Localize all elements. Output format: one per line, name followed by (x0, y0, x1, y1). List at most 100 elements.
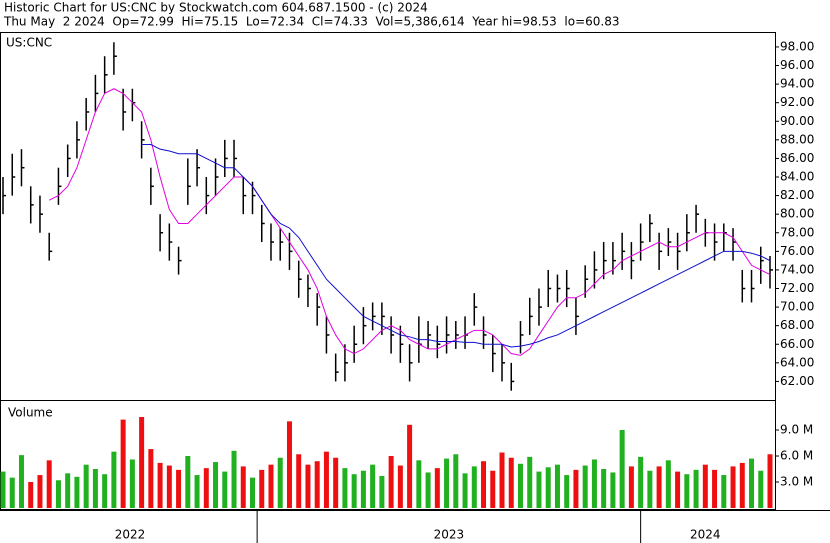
volume-bar (388, 456, 394, 508)
volume-bar (333, 457, 339, 508)
volume-bar (194, 475, 200, 508)
volume-bar (37, 475, 43, 508)
volume-bar (92, 469, 98, 508)
chart-title: Historic Chart for US:CNC by Stockwatch.… (4, 1, 428, 15)
volume-bar (638, 456, 644, 508)
volume-bar (582, 465, 588, 508)
volume-tick-label: 3.0 M (780, 475, 813, 489)
volume-bar (111, 451, 117, 508)
y-tick-label: 84.00 (780, 170, 814, 184)
moving-average (141, 143, 771, 348)
volume-bar (536, 471, 542, 508)
volume-bar (554, 464, 560, 508)
volume-bar (176, 469, 182, 508)
volume-bar (453, 454, 459, 508)
volume-bar (721, 475, 727, 508)
volume-bar (471, 466, 477, 508)
volume-bar (527, 456, 533, 508)
volume-bar (277, 457, 283, 508)
volume-bar (18, 455, 24, 508)
volume-bar (74, 476, 80, 508)
y-tick-label: 86.00 (780, 151, 814, 165)
volume-bar (250, 477, 256, 508)
volume-label: Volume (8, 406, 53, 420)
volume-bar (517, 463, 523, 508)
volume-bar (360, 470, 366, 508)
volume-bar (259, 469, 265, 508)
volume-bar (767, 454, 773, 508)
volume-bar (342, 468, 348, 508)
year-label: 2022 (115, 528, 146, 542)
y-tick-label: 92.00 (780, 95, 814, 109)
volume-bar (434, 468, 440, 508)
volume-bar (647, 470, 653, 508)
volume-bar (120, 419, 126, 508)
volume-bar (305, 464, 311, 508)
volume-bar (231, 450, 237, 508)
y-tick-label: 96.00 (780, 58, 814, 72)
y-tick-label: 82.00 (780, 188, 814, 202)
y-tick-label: 76.00 (780, 244, 814, 258)
volume-tick-label: 9.0 M (780, 423, 813, 437)
volume-tick-label: 6.0 M (780, 449, 813, 463)
volume-bar (185, 456, 191, 508)
year-label: 2024 (690, 528, 721, 542)
volume-bar (46, 460, 52, 508)
volume-bar (397, 465, 403, 508)
volume-bar (102, 474, 108, 508)
year-label: 2023 (434, 528, 465, 542)
y-tick-label: 62.00 (780, 374, 814, 388)
y-tick-label: 80.00 (780, 207, 814, 221)
plot-frame (0, 32, 776, 510)
volume-bar (758, 470, 764, 508)
volume-bar (129, 459, 135, 508)
volume-bar (28, 482, 34, 508)
volume-bar (675, 471, 681, 508)
volume-bar (314, 461, 320, 508)
volume-bar (55, 480, 61, 508)
volume-bar (665, 460, 671, 508)
volume-bar (9, 477, 15, 508)
volume-bar (684, 474, 690, 508)
volume-bar (65, 473, 71, 508)
y-tick-label: 90.00 (780, 114, 814, 128)
volume-bar (656, 466, 662, 508)
volume-bar (573, 469, 579, 508)
y-tick-label: 64.00 (780, 355, 814, 369)
y-tick-label: 74.00 (780, 262, 814, 276)
volume-bar (213, 462, 219, 508)
volume-bar (425, 472, 431, 508)
volume-bar (610, 472, 616, 508)
y-tick-label: 98.00 (780, 39, 814, 53)
volume-bar (240, 466, 246, 508)
volume-bar (83, 464, 89, 508)
volume-bar (444, 458, 450, 508)
volume-bar (481, 461, 487, 508)
volume-bar (203, 468, 209, 508)
volume-bar (351, 474, 357, 508)
volume-bar (416, 460, 422, 508)
y-tick-label: 88.00 (780, 132, 814, 146)
volume-bar (222, 471, 228, 508)
moving-average (48, 88, 771, 356)
symbol-label: US:CNC (6, 36, 52, 50)
volume-bar (508, 457, 514, 508)
volume-bar (601, 469, 607, 508)
volume-bar (323, 451, 329, 508)
chart-subtitle: Thu May 2 2024 Op=72.99 Hi=75.15 Lo=72.3… (3, 15, 620, 29)
volume-bar (545, 467, 551, 508)
y-tick-label: 68.00 (780, 318, 814, 332)
volume-bar (407, 424, 413, 508)
volume-bar (148, 449, 154, 508)
volume-bar (702, 464, 708, 508)
volume-bar (379, 475, 385, 508)
volume-bar (370, 464, 376, 508)
volume-bar (490, 470, 496, 508)
volume-bar (499, 452, 505, 508)
volume-bar (749, 458, 755, 508)
volume-bar (166, 465, 172, 508)
volume-bar (286, 421, 292, 508)
volume-bar (139, 417, 145, 508)
y-tick-label: 70.00 (780, 300, 814, 314)
